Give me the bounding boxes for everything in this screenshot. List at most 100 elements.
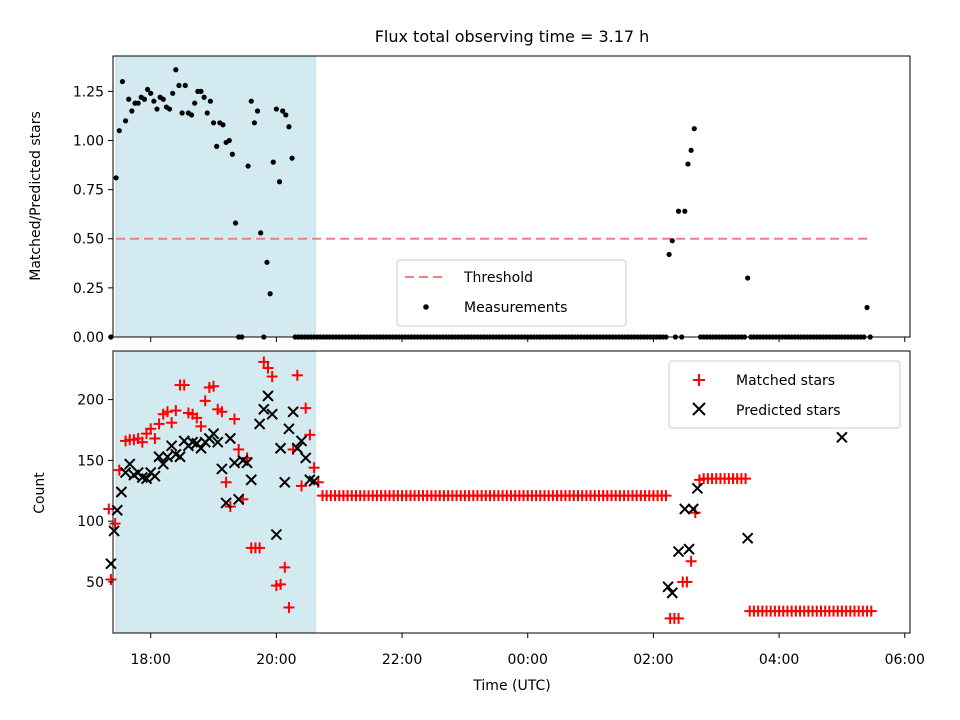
matched-star-point (296, 480, 308, 492)
y-tick-label: 0.00 (73, 330, 104, 346)
measurement-point (245, 163, 251, 169)
predicted-star-point (119, 466, 132, 479)
predicted-star-point (253, 418, 266, 430)
matched-star-point (109, 518, 121, 530)
top-legend: Threshold Measurements (396, 259, 627, 327)
measurement-point (201, 94, 207, 100)
measurement-point (248, 98, 254, 104)
matched-star-point (216, 406, 228, 418)
bottom-highlight-span (115, 350, 316, 634)
measurement-point (141, 96, 148, 102)
predicted-star-point (287, 406, 299, 418)
predicted-star-point (111, 504, 123, 516)
measurement-point (669, 238, 675, 244)
matched-star-point (170, 405, 182, 417)
matched-star-point (300, 402, 312, 414)
top-y-axis-label: Matched/Predicted stars (28, 111, 44, 281)
measurement-point (148, 90, 154, 96)
predicted-star-point (295, 435, 308, 447)
measurement-point (286, 124, 292, 130)
matched-star-point (161, 406, 173, 418)
bottom-panel: 50 100 150 200 18:00 20:00 22:00 00:00 02:00 04:… (32, 350, 925, 694)
top-x-ticks (150, 337, 906, 342)
predicted-star-point (115, 486, 128, 498)
measurement-point (166, 106, 173, 112)
y-tick-label: 0.50 (73, 232, 104, 248)
predicted-star-point (672, 545, 685, 558)
matched-star-point (103, 503, 115, 515)
predicted-star-point (262, 390, 274, 402)
predicted-star-point (140, 472, 153, 485)
measurement-point (116, 128, 122, 134)
measurement-point (126, 96, 132, 102)
predicted-star-point (683, 543, 695, 555)
predicted-star-point (220, 497, 232, 509)
matched-star-point (178, 379, 190, 391)
bottom-legend-box (668, 360, 901, 429)
matched-star-point (145, 423, 157, 435)
measurement-point (864, 304, 870, 311)
measurement-point (122, 118, 129, 124)
matched-star-point (673, 612, 685, 624)
predicted-star-point (212, 436, 224, 448)
top-panel: 0.00 0.25 0.50 0.75 1.00 1.25 Flux total obse… (28, 27, 911, 346)
measurement-point (688, 147, 694, 153)
top-y-ticks: 0.00 0.25 0.50 0.75 1.00 1.25 (73, 84, 113, 346)
predicted-star-point (662, 581, 674, 593)
matched-points-layer (103, 356, 877, 624)
predicted-star-point (687, 503, 699, 515)
x-tick-label: 20:00 (256, 652, 296, 668)
matched-star-point (689, 507, 701, 519)
measurement-point (675, 208, 682, 214)
y-tick-label: 1.25 (73, 84, 104, 100)
matched-star-point (740, 473, 752, 485)
legend-measurements-label: Measurements (464, 300, 567, 316)
predicted-star-point (666, 587, 678, 599)
measurement-point (170, 90, 176, 96)
bottom-y-ticks: 50 100 150 200 (77, 393, 113, 591)
x-tick-label: 22:00 (382, 652, 422, 668)
predicted-star-point (195, 442, 207, 454)
matched-star-point (283, 601, 295, 613)
predicted-star-point (149, 470, 161, 482)
predicted-points-layer (105, 390, 848, 599)
y-tick-label: 200 (77, 393, 104, 409)
matched-star-point (308, 462, 320, 474)
measurement-point (160, 96, 166, 102)
measurement-point (251, 120, 257, 126)
measurement-point (691, 126, 697, 132)
matched-star-point (681, 576, 693, 588)
predicted-star-point (258, 403, 270, 416)
predicted-star-point (679, 503, 691, 515)
predicted-star-point (232, 493, 245, 506)
top-title: Flux total observing time = 3.17 h (375, 27, 650, 46)
measurement-point (682, 208, 688, 214)
matched-star-point (166, 417, 178, 429)
matched-star-point (233, 443, 245, 455)
predicted-star-point (157, 458, 169, 470)
measurement-point (151, 98, 157, 104)
measurement-point (264, 259, 270, 265)
legend-measurements-swatch (423, 304, 429, 310)
measurement-point (144, 86, 151, 93)
predicted-star-point (270, 528, 283, 541)
predicted-star-point (108, 525, 120, 537)
legend-matched-label: Matched stars (736, 373, 835, 389)
measurement-point (182, 82, 188, 89)
matched-star-point (199, 395, 211, 407)
measurement-point (179, 110, 185, 116)
measurement-point (276, 179, 283, 185)
measurement-point (176, 82, 182, 89)
matched-star-point (685, 555, 697, 567)
measurement-point (258, 230, 264, 236)
matched-star-point (279, 561, 291, 573)
measurement-point (220, 122, 226, 128)
matched-star-point (258, 356, 270, 368)
measurement-point (192, 100, 198, 106)
measurement-point (289, 155, 295, 161)
matched-star-point (262, 362, 274, 374)
predicted-star-point (741, 532, 754, 544)
predicted-star-point (283, 423, 295, 435)
predicted-star-point (124, 458, 136, 470)
y-tick-label: 0.25 (73, 281, 104, 297)
